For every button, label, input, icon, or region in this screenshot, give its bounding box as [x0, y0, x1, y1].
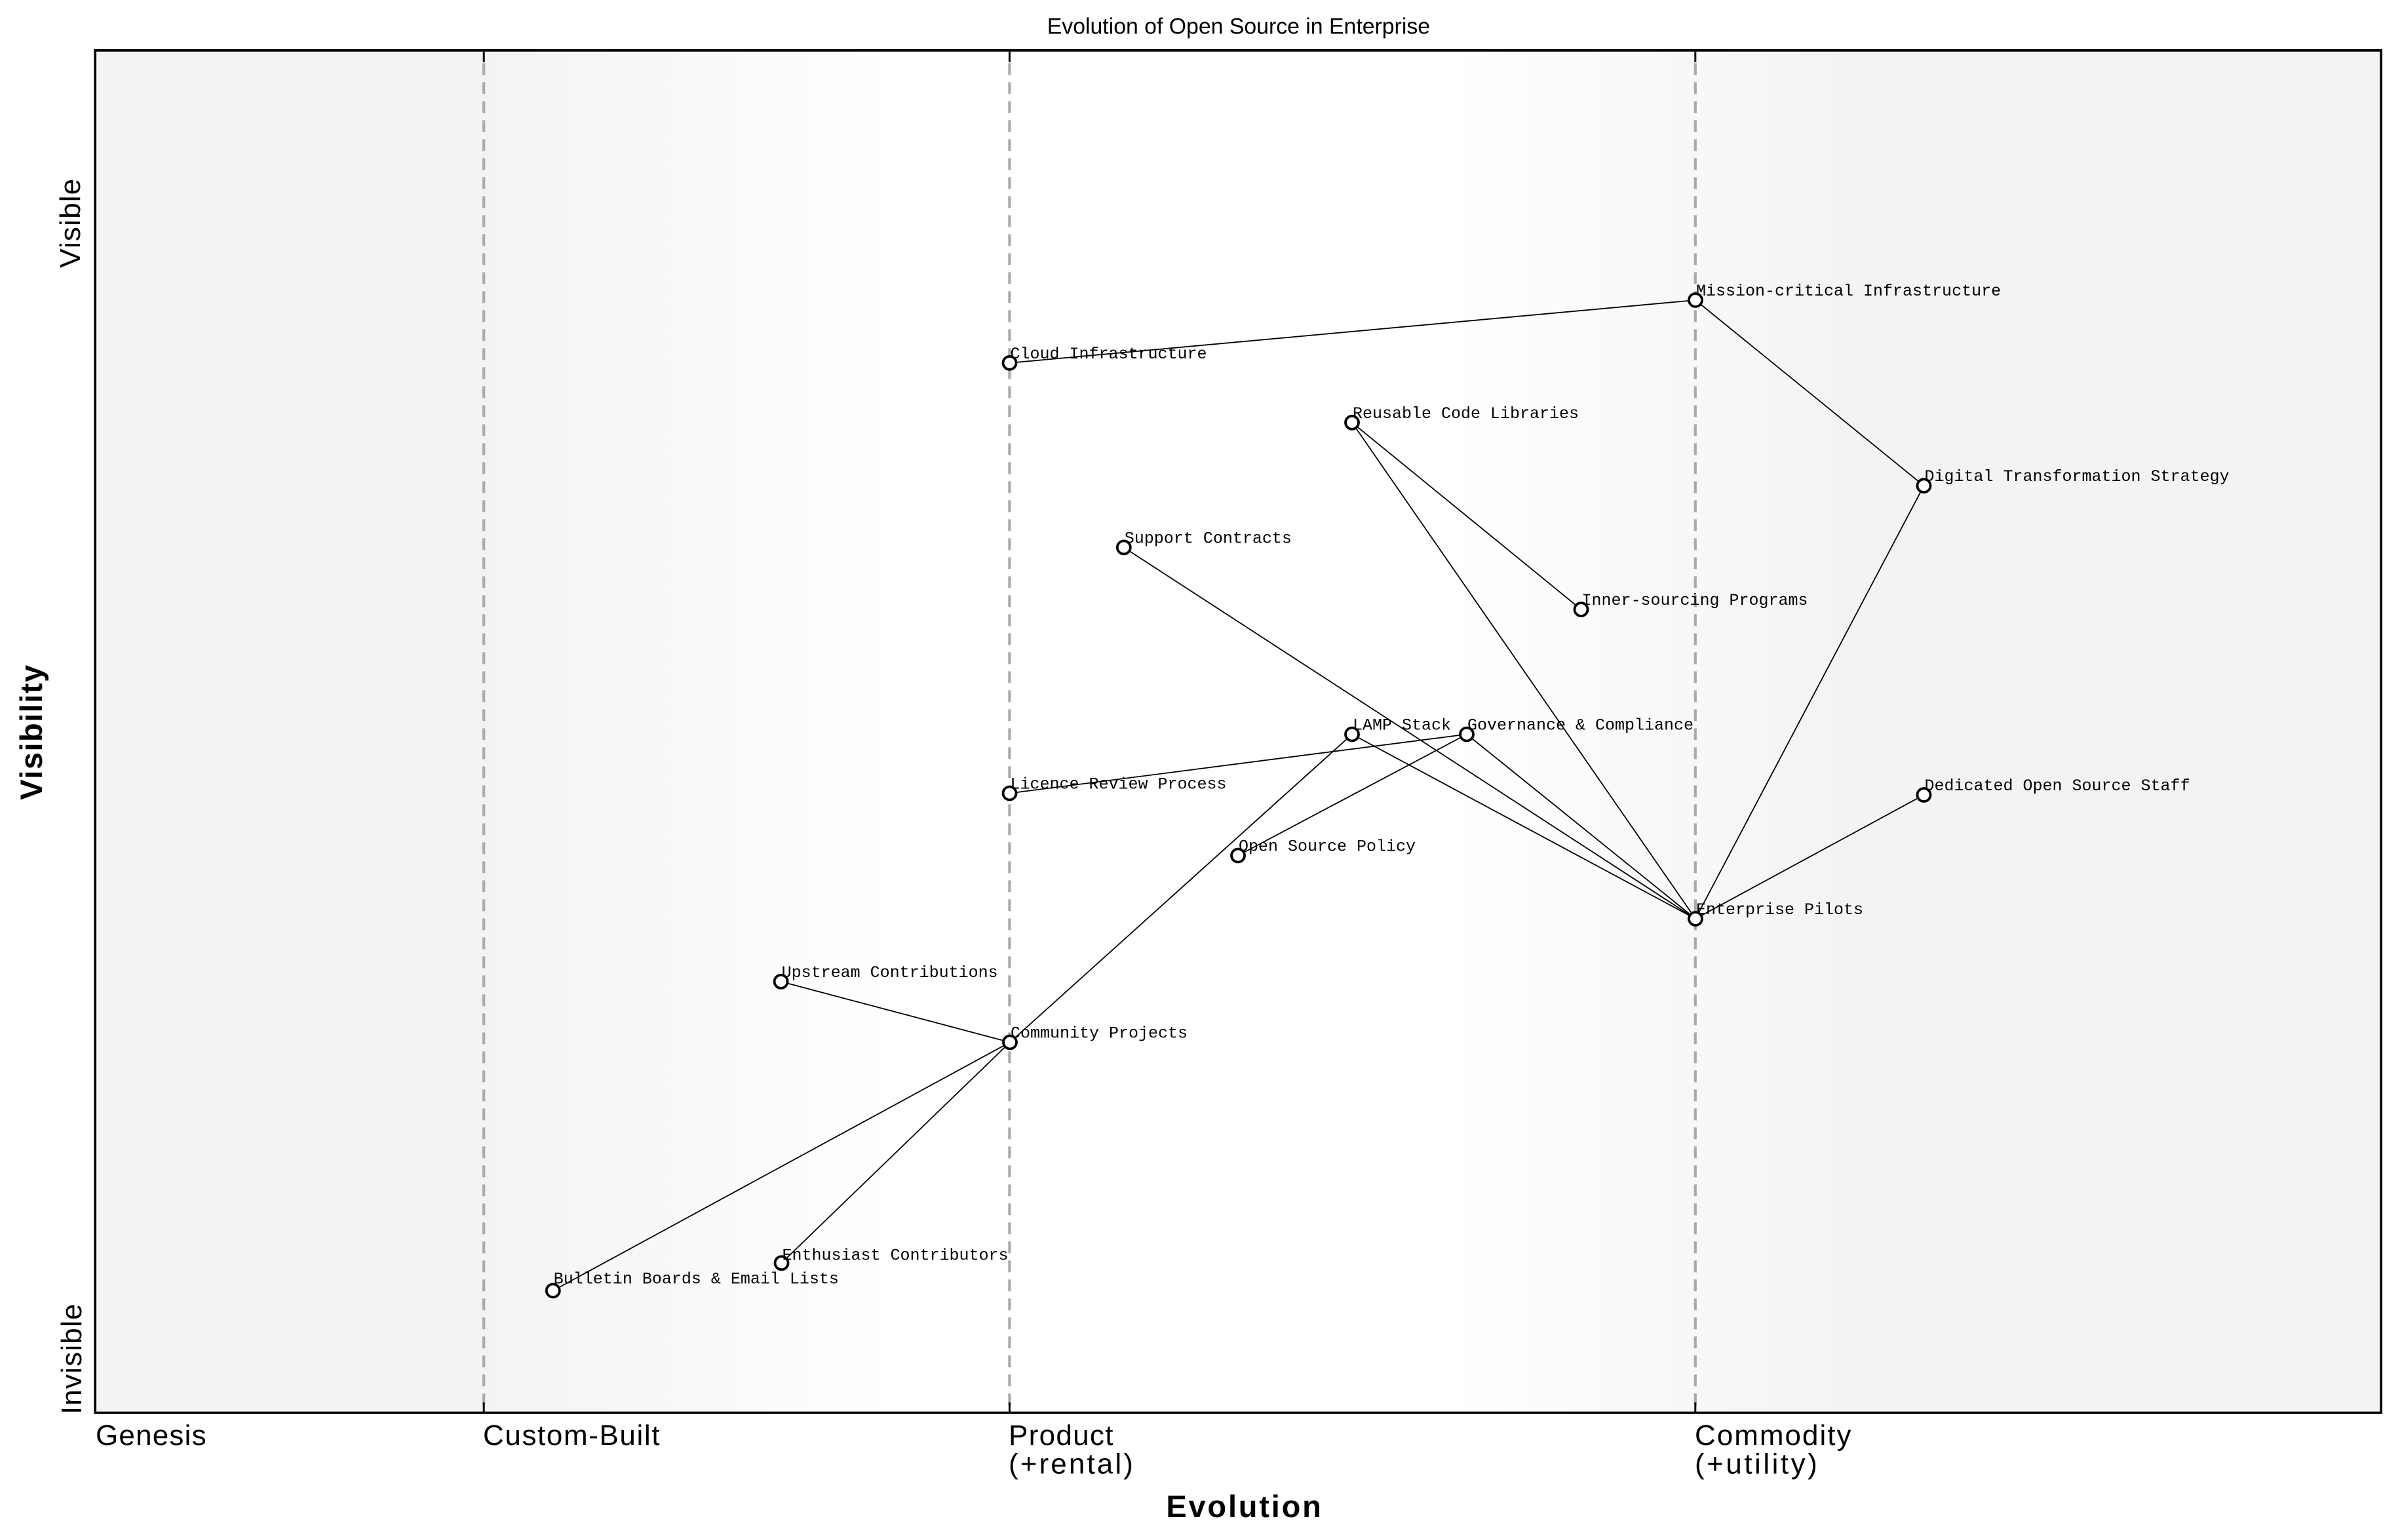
svg-text:(+rental): (+rental)	[1009, 1448, 1135, 1480]
svg-text:Digital Transformation Strateg: Digital Transformation Strategy	[1925, 467, 2230, 486]
svg-text:Bulletin Boards & Email Lists: Bulletin Boards & Email Lists	[554, 1270, 839, 1289]
svg-text:Cloud Infrastructure: Cloud Infrastructure	[1011, 345, 1207, 364]
svg-text:Evolution: Evolution	[1166, 1489, 1323, 1524]
svg-text:Upstream Contributions: Upstream Contributions	[782, 963, 998, 982]
svg-text:LAMP Stack: LAMP Stack	[1353, 716, 1451, 735]
svg-text:Enthusiast Contributors: Enthusiast Contributors	[783, 1246, 1009, 1265]
svg-text:Reusable Code Libraries: Reusable Code Libraries	[1353, 404, 1579, 423]
svg-text:Genesis: Genesis	[96, 1419, 207, 1452]
svg-text:Commodity: Commodity	[1695, 1419, 1853, 1452]
svg-text:Dedicated Open Source Staff: Dedicated Open Source Staff	[1925, 777, 2190, 796]
svg-text:Invisible: Invisible	[56, 1303, 88, 1415]
svg-text:Evolution of Open Source in En: Evolution of Open Source in Enterprise	[1047, 14, 1430, 39]
svg-text:Mission-critical Infrastructur: Mission-critical Infrastructure	[1696, 282, 2001, 301]
svg-text:(+utility): (+utility)	[1695, 1448, 1819, 1480]
svg-text:Community Projects: Community Projects	[1011, 1024, 1188, 1043]
svg-text:Governance & Compliance: Governance & Compliance	[1467, 716, 1694, 735]
svg-text:Open Source Policy: Open Source Policy	[1239, 837, 1416, 857]
svg-text:Product: Product	[1009, 1419, 1114, 1452]
svg-text:Support Contracts: Support Contracts	[1125, 529, 1292, 548]
svg-text:Custom-Built: Custom-Built	[483, 1419, 661, 1452]
svg-text:Enterprise Pilots: Enterprise Pilots	[1696, 900, 1863, 919]
svg-text:Visible: Visible	[54, 178, 87, 268]
svg-text:Licence Review Process: Licence Review Process	[1011, 775, 1227, 794]
svg-text:Visibility: Visibility	[14, 664, 48, 799]
svg-text:Inner-sourcing Programs: Inner-sourcing Programs	[1582, 591, 1808, 610]
